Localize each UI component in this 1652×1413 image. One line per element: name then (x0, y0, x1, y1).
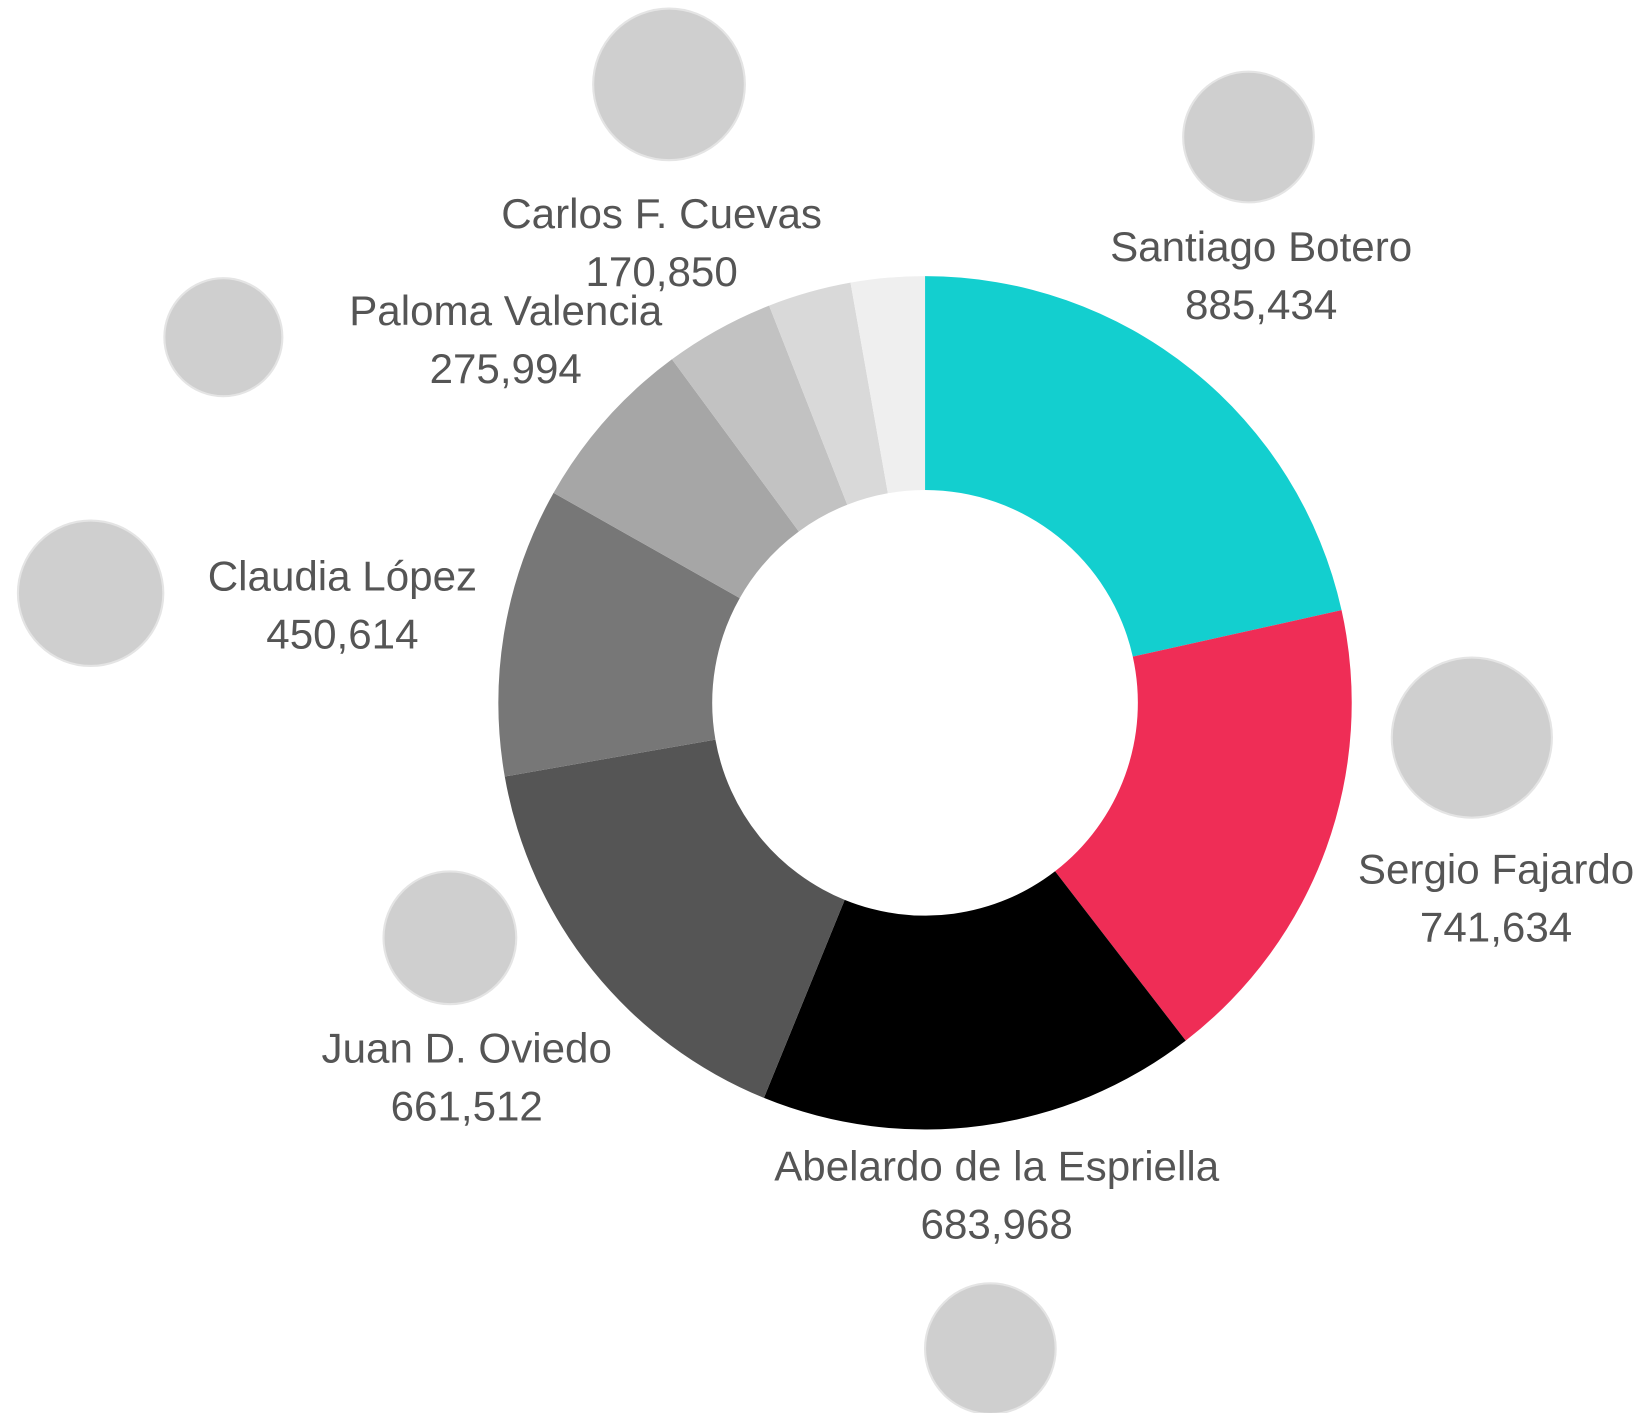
candidate-photo (924, 1282, 1057, 1413)
candidate-photo (592, 7, 746, 162)
candidate-photo (1390, 656, 1553, 819)
slice-label: Claudia López (208, 553, 477, 600)
donut-slice (504, 739, 845, 1098)
donut-slice (850, 276, 926, 494)
donut-slice (925, 276, 1342, 657)
slice-value: 661,512 (391, 1083, 543, 1130)
slice-value: 275,994 (430, 345, 582, 392)
slice-label: Paloma Valencia (349, 287, 663, 334)
slice-value: 683,968 (921, 1201, 1073, 1248)
candidate-photo (382, 870, 518, 1006)
donut-slice (769, 282, 888, 505)
donut-slice (671, 305, 848, 532)
donut-slice (763, 871, 1186, 1130)
slice-label: Abelardo de la Espriella (774, 1143, 1219, 1190)
candidate-photo (1182, 70, 1315, 204)
slice-value: 170,850 (586, 248, 738, 295)
photos (16, 7, 1553, 1413)
slice-value: 450,614 (266, 611, 418, 658)
donut-slice (1055, 610, 1352, 1041)
slice-label: Juan D. Oviedo (322, 1025, 612, 1072)
slice-value: 741,634 (1420, 904, 1572, 951)
candidate-photo (16, 519, 165, 667)
donut-slice (498, 492, 740, 777)
donut-slice (553, 359, 799, 599)
slice-label: Sergio Fajardo (1358, 846, 1634, 893)
slice-label: Carlos F. Cuevas (501, 190, 822, 237)
candidate-photo (163, 277, 284, 398)
slice-label: Santiago Botero (1110, 223, 1412, 270)
slice-value: 885,434 (1185, 281, 1337, 328)
